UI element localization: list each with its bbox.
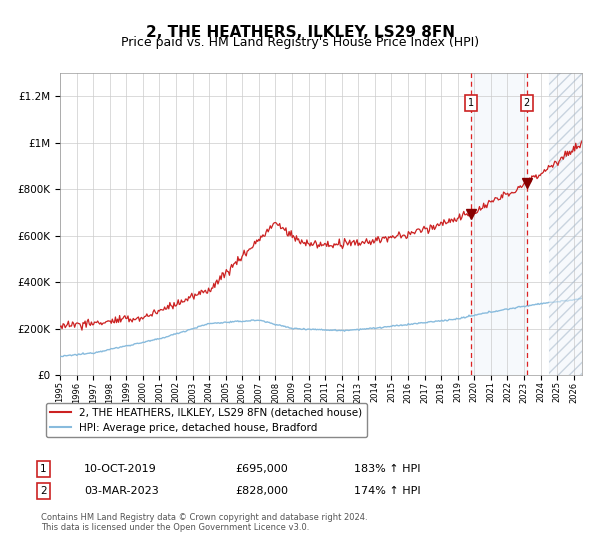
Text: 10-OCT-2019: 10-OCT-2019 <box>84 464 157 474</box>
Text: £828,000: £828,000 <box>235 487 288 496</box>
Text: 183% ↑ HPI: 183% ↑ HPI <box>354 464 421 474</box>
Bar <box>549 73 582 375</box>
Text: £695,000: £695,000 <box>235 464 288 474</box>
Text: Contains HM Land Registry data © Crown copyright and database right 2024.
This d: Contains HM Land Registry data © Crown c… <box>41 513 367 532</box>
Text: Price paid vs. HM Land Registry's House Price Index (HPI): Price paid vs. HM Land Registry's House … <box>121 36 479 49</box>
Text: 2: 2 <box>524 98 530 108</box>
Legend: 2, THE HEATHERS, ILKLEY, LS29 8FN (detached house), HPI: Average price, detached: 2, THE HEATHERS, ILKLEY, LS29 8FN (detac… <box>46 403 367 437</box>
Text: 2, THE HEATHERS, ILKLEY, LS29 8FN: 2, THE HEATHERS, ILKLEY, LS29 8FN <box>146 25 455 40</box>
Text: 2: 2 <box>40 487 47 496</box>
Text: 1: 1 <box>467 98 474 108</box>
Text: 03-MAR-2023: 03-MAR-2023 <box>84 487 159 496</box>
Text: 1: 1 <box>40 464 47 474</box>
Text: 174% ↑ HPI: 174% ↑ HPI <box>354 487 421 496</box>
Bar <box>470 73 527 375</box>
Bar <box>549 73 582 375</box>
